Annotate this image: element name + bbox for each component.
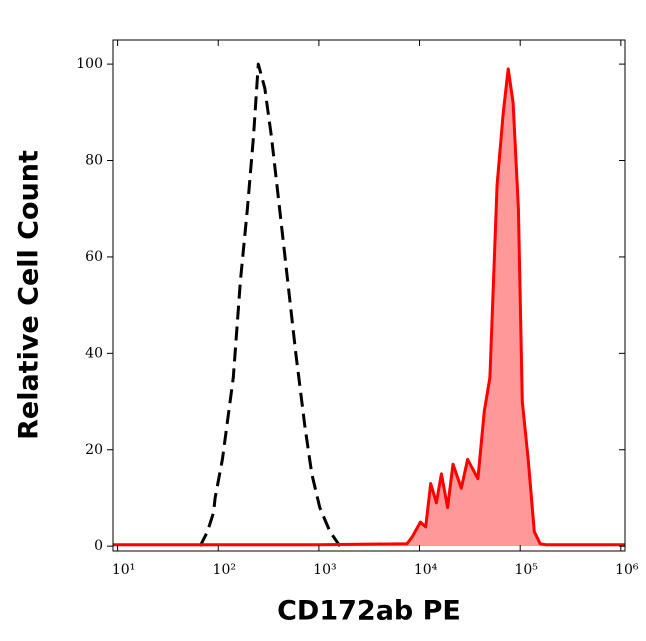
- y-tick-label: 100: [76, 56, 103, 72]
- line: [198, 62, 342, 548]
- x-tick-label: 10⁶: [615, 562, 639, 578]
- y-tick-label: 40: [85, 345, 103, 361]
- x-tick-label: 10²: [213, 562, 236, 578]
- y-axis-title: Relative Cell Count: [14, 150, 45, 440]
- x-tick-label: 10³: [313, 562, 336, 578]
- x-axis-title: CD172ab PE: [277, 596, 461, 627]
- x-tick-label: 10¹: [112, 562, 135, 578]
- y-tick-label: 60: [85, 249, 103, 265]
- y-tick-label: 20: [85, 442, 103, 458]
- x-tick-label: 10⁵: [514, 562, 538, 578]
- x-tick-label: 10⁴: [414, 562, 438, 578]
- area: [113, 68, 625, 547]
- y-tick-label: 80: [85, 153, 103, 169]
- plot-frame: [112, 39, 626, 552]
- y-tick-label: 0: [94, 538, 103, 554]
- line: [113, 67, 625, 547]
